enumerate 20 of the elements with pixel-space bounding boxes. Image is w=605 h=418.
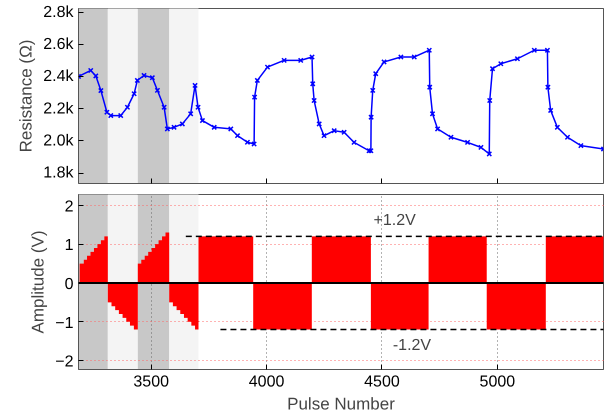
y-tick-label: −2	[55, 354, 74, 371]
x-tick-label: 4500	[364, 374, 400, 390]
x-tick-label: 5000	[480, 374, 516, 390]
x-axis-title: Pulse Number	[287, 394, 396, 414]
x-tick-label: 3500	[133, 374, 170, 390]
y-tick-label: 2.0k	[43, 132, 74, 150]
annotation: +1.2V	[374, 212, 416, 229]
y-axis-title: Resistance (Ω)	[16, 40, 36, 152]
annotation: -1.2V	[392, 337, 432, 354]
y-tick-label: 2.8k	[43, 4, 74, 22]
y-tick-label: 1.8k	[43, 164, 74, 182]
y-tick-label: 2.4k	[43, 68, 74, 86]
y-tick-label: 0	[64, 276, 74, 293]
y-tick-label: 2.2k	[43, 100, 74, 118]
x-tick-label: 4000	[248, 374, 284, 390]
y-tick-label: 2.6k	[43, 36, 74, 54]
y-axis-title: Amplitude (V)	[28, 230, 48, 334]
y-tick-label: −1	[55, 314, 74, 332]
y-tick-label: 2	[64, 198, 74, 216]
y-tick-label: 1	[64, 237, 74, 254]
